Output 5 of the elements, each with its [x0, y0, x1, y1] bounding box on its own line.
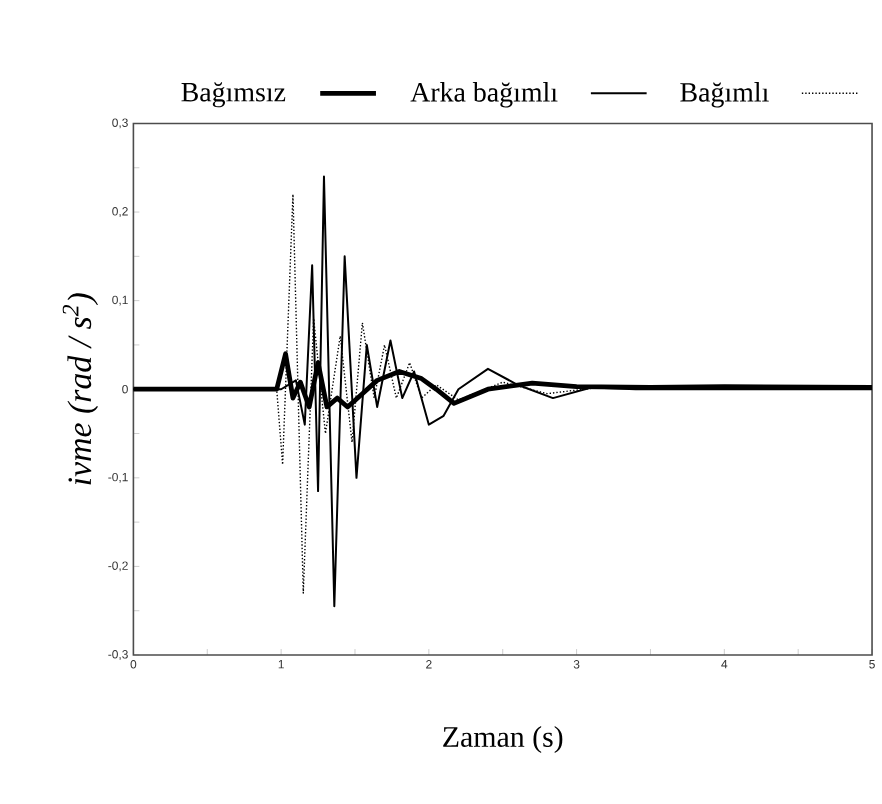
legend-label: Arka bağımlı: [410, 81, 558, 108]
legend-label: Bağımlı: [680, 81, 769, 108]
x-axis-title: Zaman (s): [443, 725, 563, 753]
legend-label: Bağımsız: [181, 82, 286, 108]
y-axis-title: ivme (rad / s$^{2}$): [62, 292, 99, 485]
